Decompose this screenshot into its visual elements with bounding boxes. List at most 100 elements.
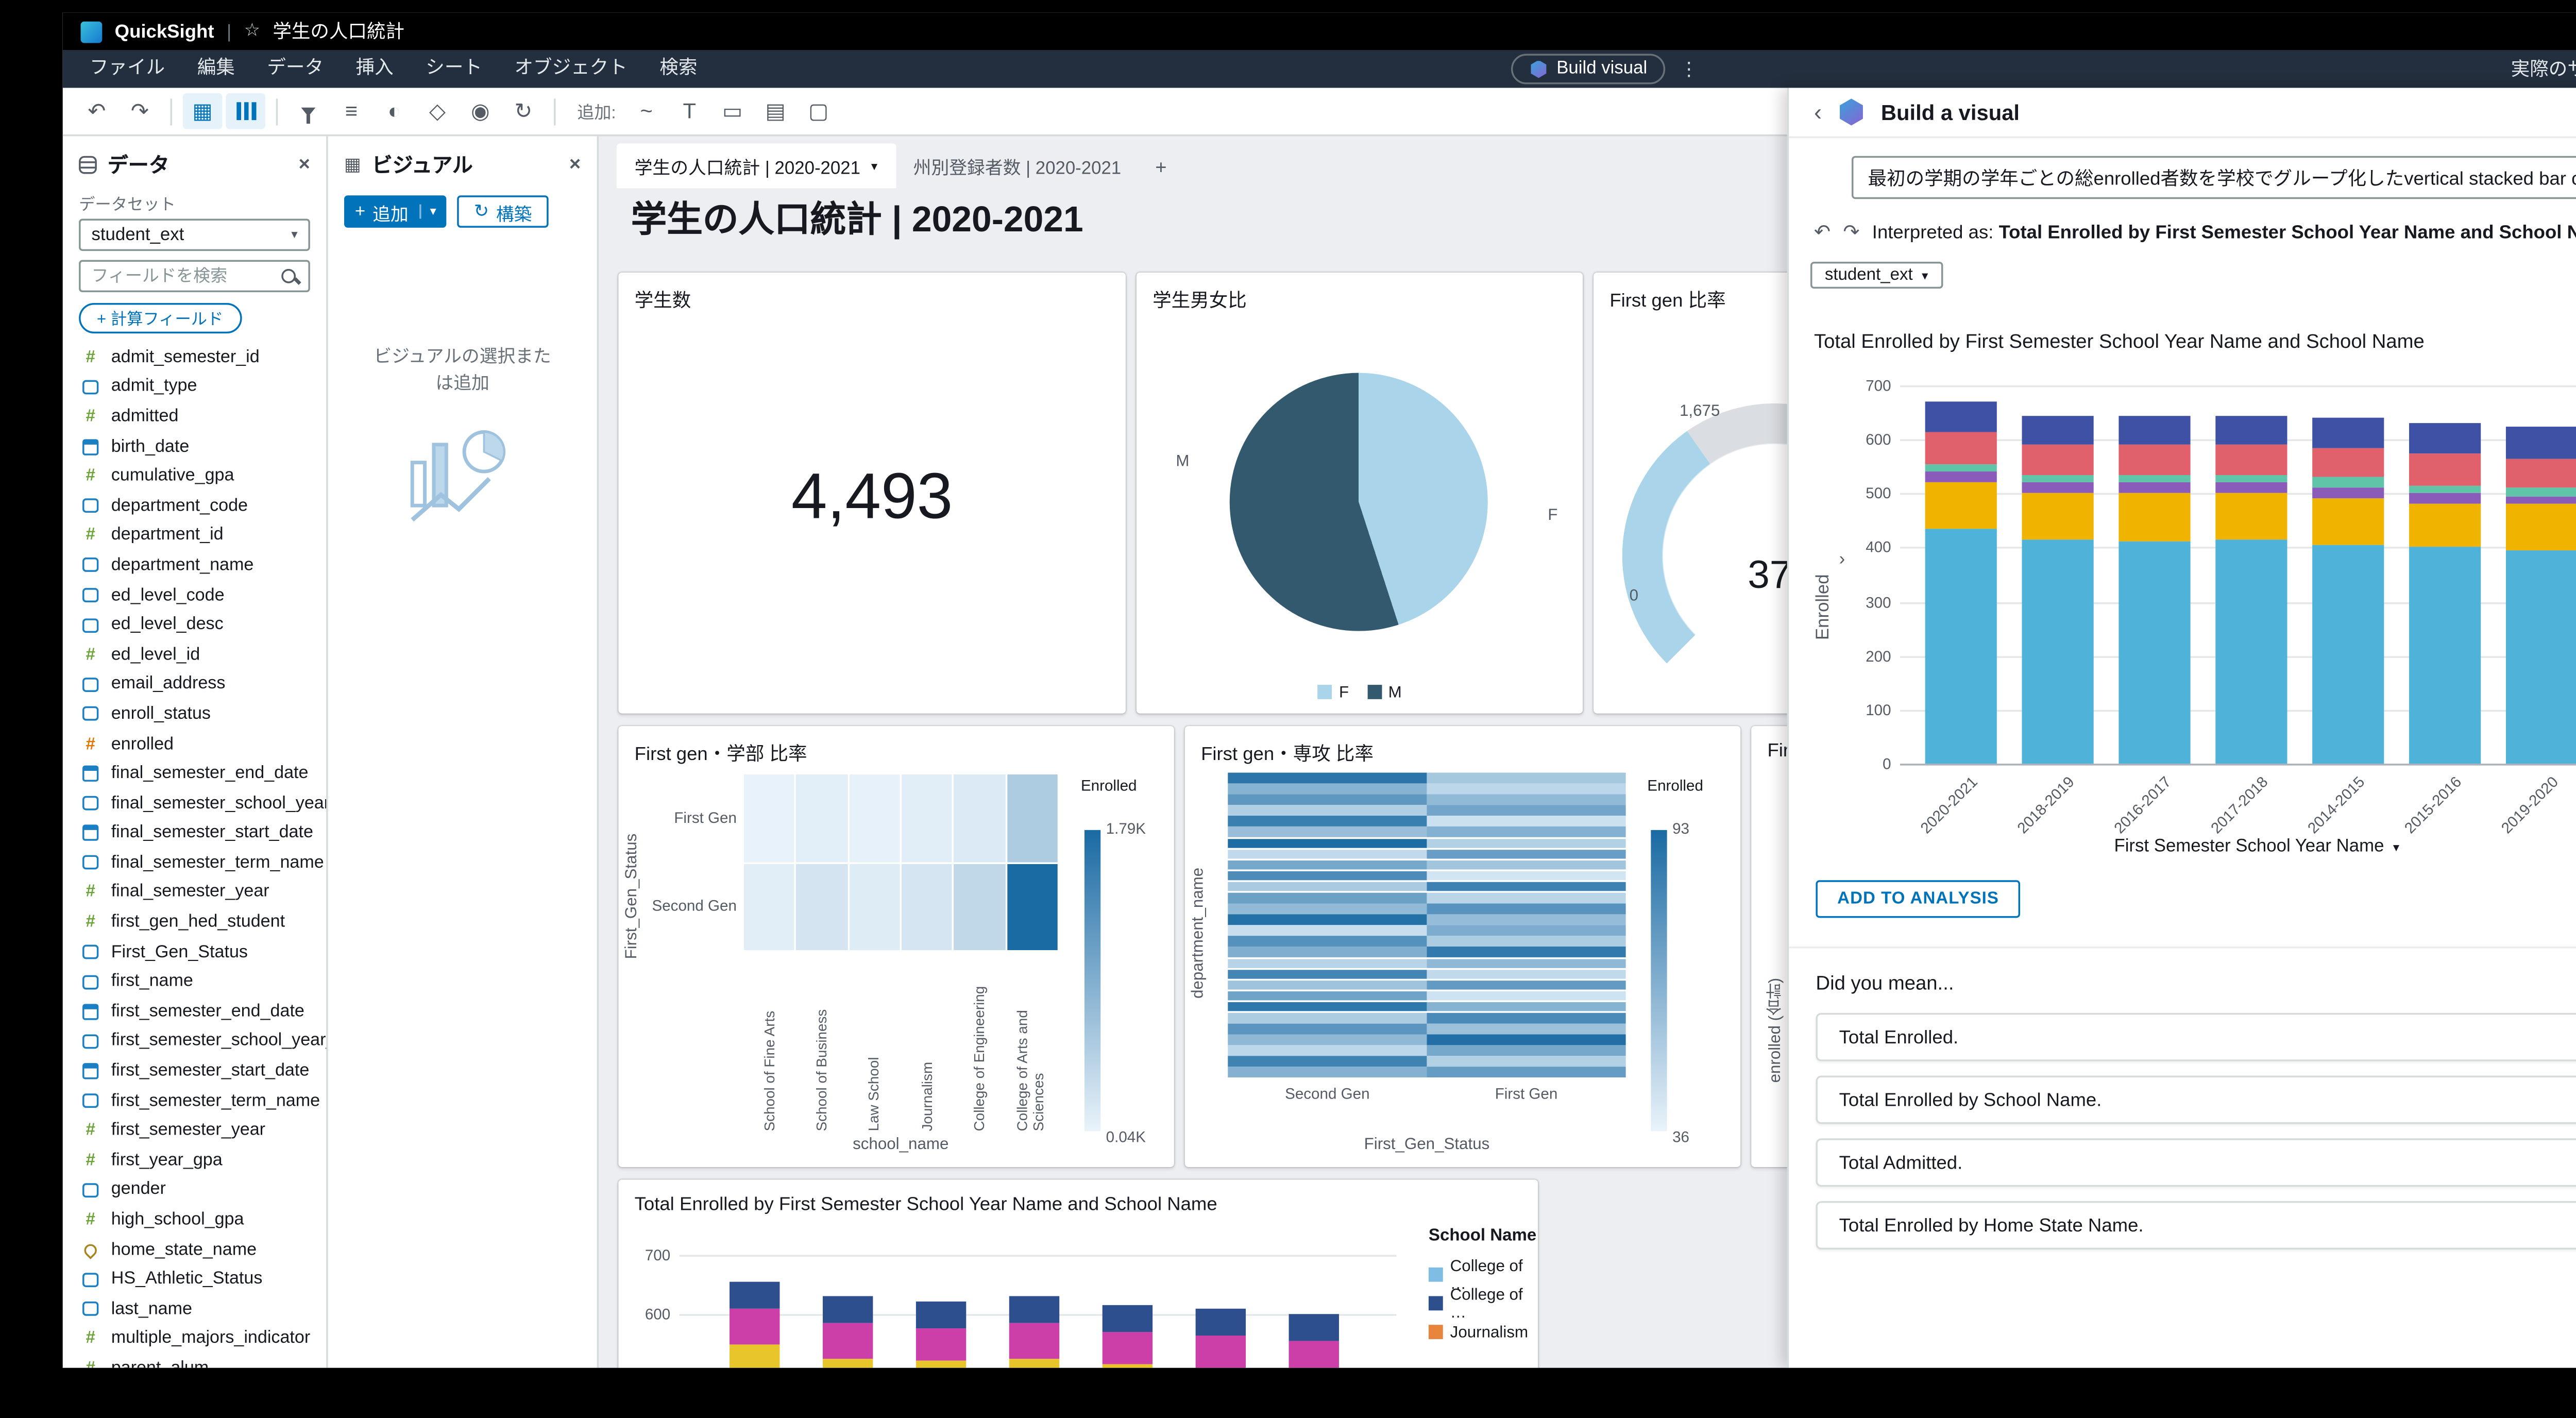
heatmap-cell[interactable]	[1228, 969, 1427, 980]
field-item[interactable]: # first_gen_hed_student	[63, 907, 326, 937]
kpi-card-students[interactable]: 学生数 4,493	[618, 272, 1126, 714]
heatmap-cell[interactable]	[1228, 838, 1427, 849]
field-item[interactable]: # first_semester_year	[63, 1116, 326, 1146]
field-item[interactable]: # high_school_gpa	[63, 1205, 326, 1235]
heatmap-cell[interactable]	[796, 774, 848, 862]
stacked-bar[interactable]	[2022, 415, 2094, 764]
field-item[interactable]: email_address	[63, 670, 326, 700]
heatmap-cell[interactable]	[849, 863, 900, 950]
heatmap-cell[interactable]	[1427, 882, 1626, 892]
bar-segment[interactable]	[1102, 1331, 1153, 1364]
legend-item[interactable]: College of …	[1428, 1257, 1538, 1293]
stacked-bar[interactable]	[1925, 401, 1997, 764]
add-visual-button[interactable]: + 追加 ▾	[344, 195, 447, 228]
heatmap-cell[interactable]	[1427, 1045, 1626, 1056]
field-item[interactable]: ed_level_code	[63, 580, 326, 610]
heatmap-cell[interactable]	[902, 863, 953, 950]
build-outline-button[interactable]: ↻ 構築	[457, 195, 548, 228]
field-item[interactable]: final_semester_start_date	[63, 818, 326, 848]
chevron-down-icon[interactable]: ▾	[871, 160, 878, 173]
stacked-bar[interactable]	[822, 1296, 873, 1368]
heatmap-cell[interactable]	[1228, 925, 1427, 936]
build-visual-button[interactable]: Build visual	[1512, 54, 1666, 85]
heatmap-cell[interactable]	[1228, 903, 1427, 914]
heatmap-cell[interactable]	[1427, 871, 1626, 881]
menu-ファイル[interactable]: ファイル	[89, 57, 165, 79]
themes-icon[interactable]: ◐	[387, 98, 401, 124]
field-item[interactable]: admit_type	[63, 372, 326, 402]
field-item[interactable]: # first_year_gpa	[63, 1145, 326, 1175]
heatmap-cell[interactable]	[1427, 1067, 1626, 1077]
refresh-icon[interactable]: ↻	[514, 98, 533, 124]
close-icon[interactable]: ×	[298, 154, 310, 176]
chevron-down-icon[interactable]: ▾	[419, 204, 436, 219]
bar-segment[interactable]	[2119, 445, 2191, 475]
bar-segment[interactable]	[1195, 1308, 1246, 1335]
undo-icon[interactable]: ↶	[1814, 222, 1831, 244]
x-axis-title[interactable]: First Semester School Year Name ▾	[2114, 837, 2400, 857]
stacked-bar[interactable]	[2505, 426, 2576, 764]
heatmap-cell[interactable]	[1228, 958, 1427, 969]
bar-segment[interactable]	[1289, 1341, 1339, 1368]
suggestion-card[interactable]: Total Enrolled by Home State Name.	[1816, 1201, 2576, 1250]
bar-segment[interactable]	[1925, 431, 1997, 464]
stacked-bar[interactable]	[2409, 423, 2481, 764]
kebab-menu-icon[interactable]: ⋮	[1679, 58, 1699, 80]
heatmap-cell[interactable]	[1427, 903, 1626, 914]
add-box-icon[interactable]: ▭	[722, 98, 743, 124]
q-visual[interactable]: Total Enrolled by First Semester School …	[1810, 307, 2576, 869]
bar-segment[interactable]	[2505, 496, 2576, 504]
search-input[interactable]	[91, 266, 282, 286]
bar-card-enrolled[interactable]: Total Enrolled by First Semester School …	[618, 1179, 1538, 1368]
heatmap-cell[interactable]	[1427, 1034, 1626, 1045]
heatmap-cell[interactable]	[1427, 1012, 1626, 1023]
add-control-icon[interactable]: ▢	[808, 98, 829, 124]
bar-segment[interactable]	[2215, 415, 2287, 445]
bar-segment[interactable]	[916, 1302, 967, 1329]
heatmap-cell[interactable]	[1427, 794, 1626, 805]
heatmap-cell[interactable]	[743, 863, 795, 950]
tab-sheet-1[interactable]: 学生の人口統計 | 2020-2021 ▾	[616, 143, 895, 189]
field-item[interactable]: gender	[63, 1175, 326, 1205]
bar-segment[interactable]	[2119, 493, 2191, 543]
bar-segment[interactable]	[1925, 471, 1997, 483]
field-item[interactable]: # admit_semester_id	[63, 343, 326, 373]
field-item[interactable]: HS_Athletic_Status	[63, 1264, 326, 1294]
bar-segment[interactable]	[1925, 401, 1997, 432]
field-item[interactable]: first_name	[63, 967, 326, 997]
heatmap-cell[interactable]	[1228, 805, 1427, 816]
field-item[interactable]: final_semester_school_year_name	[63, 789, 326, 819]
bar-segment[interactable]	[1195, 1335, 1246, 1368]
dataset-chip[interactable]: student_ext ▾	[1810, 261, 1943, 289]
stacked-bar[interactable]	[1009, 1296, 1060, 1368]
bar-segment[interactable]	[730, 1308, 780, 1344]
bar-segment[interactable]	[1925, 528, 1997, 764]
dataset-select[interactable]: student_ext ▾	[79, 218, 310, 251]
bar-segment[interactable]	[1925, 464, 1997, 472]
edit-icon[interactable]: ◇	[429, 98, 446, 124]
back-icon[interactable]: ‹	[1814, 98, 1822, 126]
menu-データ[interactable]: データ	[267, 57, 324, 79]
bar-segment[interactable]	[2505, 504, 2576, 550]
add-visual-icon[interactable]: ▤	[765, 98, 786, 124]
bar-segment[interactable]	[730, 1281, 780, 1308]
heatmap-cell[interactable]	[1427, 947, 1626, 957]
heatmap-cell[interactable]	[1427, 783, 1626, 794]
heatmap-cell[interactable]	[1228, 914, 1427, 925]
bar-segment[interactable]	[1009, 1323, 1060, 1359]
bar-segment[interactable]	[2409, 453, 2481, 486]
field-item[interactable]: ed_level_desc	[63, 610, 326, 640]
heatmap-cell[interactable]	[1228, 1034, 1427, 1045]
bar-segment[interactable]	[2312, 488, 2384, 499]
bar-segment[interactable]	[2119, 482, 2191, 494]
field-item[interactable]: # final_semester_year	[63, 878, 326, 908]
field-item[interactable]: first_semester_end_date	[63, 997, 326, 1027]
bar-segment[interactable]	[822, 1323, 873, 1359]
heatmap-cell[interactable]	[1427, 805, 1626, 816]
heatmap-cell[interactable]	[1228, 980, 1427, 990]
add-sheet-button[interactable]: +	[1155, 158, 1167, 179]
bar-segment[interactable]	[2312, 447, 2384, 478]
legend-item[interactable]: College of …	[1428, 1286, 1538, 1321]
bar-segment[interactable]	[2312, 418, 2384, 448]
heatmap-cell[interactable]	[1228, 859, 1427, 870]
